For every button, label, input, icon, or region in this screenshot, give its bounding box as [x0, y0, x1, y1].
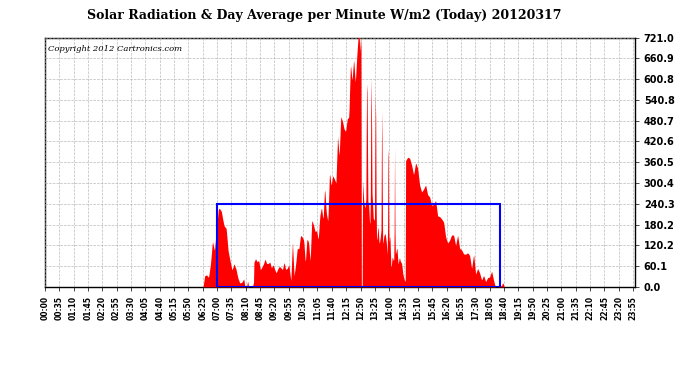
- Text: Copyright 2012 Cartronics.com: Copyright 2012 Cartronics.com: [48, 45, 182, 53]
- Bar: [217, 204, 500, 287]
- Text: Solar Radiation & Day Average per Minute W/m2 (Today) 20120317: Solar Radiation & Day Average per Minute…: [87, 9, 562, 22]
